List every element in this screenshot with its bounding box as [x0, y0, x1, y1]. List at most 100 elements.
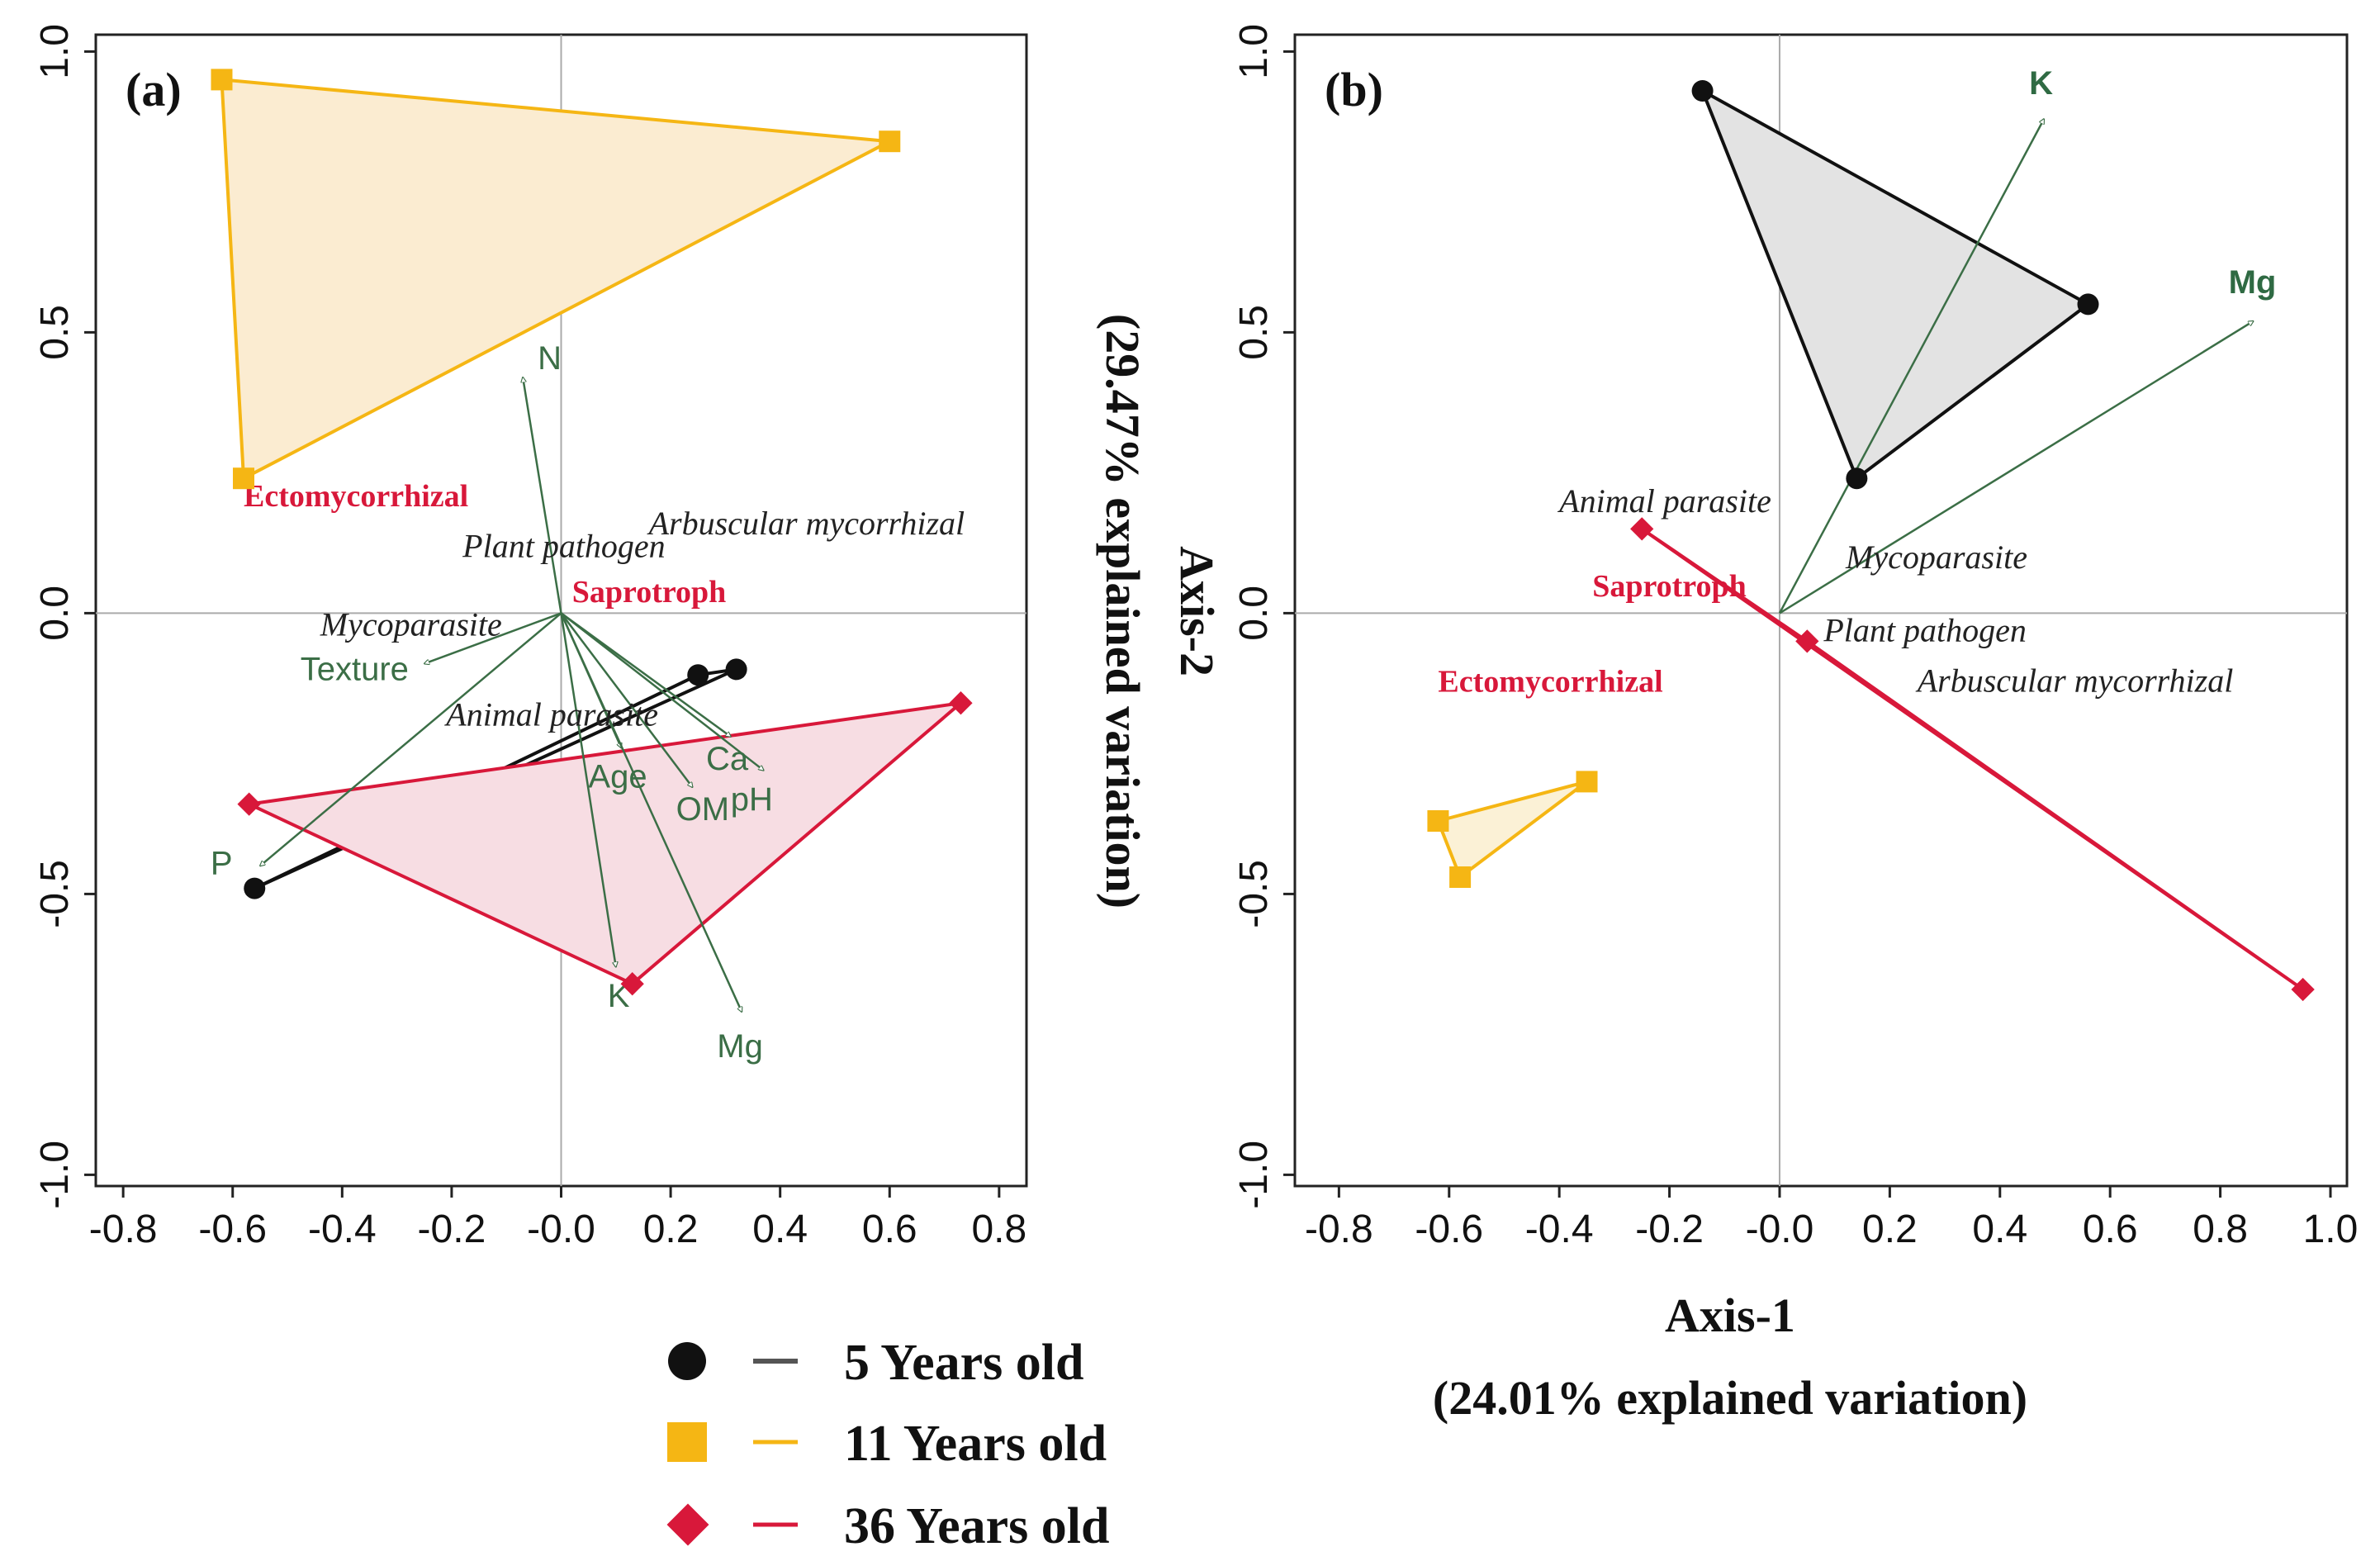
x-tick-label-a: -0.8 [89, 1208, 158, 1251]
vector-ph-a [560, 612, 764, 770]
y-tick-label-a: 0.0 [33, 586, 77, 641]
y-tick-label-a: 0.5 [33, 305, 77, 360]
legend-marker-11-years [667, 1422, 707, 1462]
hull-36-years-old-a [247, 701, 963, 986]
x-tick-label-a: -0.2 [418, 1208, 486, 1251]
y-tick-label-b: 1.0 [1232, 24, 1276, 79]
guild-label-animal-parasite-b: Animal parasite [1557, 482, 1771, 520]
panel-b: -0.8 -0.6 -0.4 -0.2 -0.0 0.2 0.4 0.6 0.8 1.0 -1.0 -… [1232, 24, 2358, 1251]
point-36-years-old-a [620, 972, 644, 996]
point-11-years-old-b [1449, 866, 1472, 888]
point-5-years-old-a [725, 658, 747, 681]
point-5-years-old-a [687, 664, 709, 686]
point-5-years-old-a [244, 877, 266, 899]
x-tick-label-a: -0.4 [308, 1208, 377, 1251]
y-tick-label-b: -1.0 [1232, 1141, 1276, 1209]
point-36-years-old-b [1795, 629, 1819, 653]
point-36-years-old-b [1630, 517, 1654, 541]
vector-texture-a [424, 612, 562, 663]
x-tick-label-a: -0.0 [527, 1208, 595, 1251]
point-11-years-old-b [1427, 810, 1449, 832]
guild-label-plant-pathogen-b: Plant pathogen [1823, 611, 2027, 648]
guild-label-saprotroph-b: Saprotroph [1592, 569, 1747, 604]
x-tick-label-a: 0.8 [971, 1208, 1026, 1251]
x-tick-label-b: 0.4 [1972, 1208, 2027, 1251]
vector-ca-a [560, 612, 732, 737]
x-tick-label-b: 0.8 [2193, 1208, 2248, 1251]
guild-label-plant-pathogen-a: Plant pathogen [462, 527, 666, 564]
point-11-years-old-a [879, 130, 901, 153]
axis1-subtitle: (24.01% explained variation) [1433, 1371, 2027, 1425]
hull-36-years-old-b [1640, 527, 2305, 991]
x-tick-label-b: -0.4 [1525, 1208, 1594, 1251]
y-tick-label-b: -0.5 [1232, 860, 1276, 928]
guild-label-mycoparasite-a: Mycoparasite [320, 606, 502, 643]
vector-label-mg-a: Mg [717, 1028, 763, 1065]
panel-a: -0.8 -0.6 -0.4 -0.2 -0.0 0.2 0.4 0.6 0.8 -1.0 -0.5… [33, 24, 1028, 1251]
guild-label-mycoparasite-b: Mycoparasite [1845, 539, 2027, 576]
vector-n-a [523, 377, 562, 614]
vector-label-n-a: N [538, 340, 562, 377]
x-tick-label-b: 0.6 [2083, 1208, 2138, 1251]
y-tick-label-b: 0.0 [1232, 586, 1276, 641]
y-tick-label-a: -0.5 [33, 860, 77, 928]
legend-label-36-years: 36 Years old [844, 1498, 1109, 1554]
y-tick-label-a: 1.0 [33, 24, 77, 79]
point-11-years-old-a [211, 69, 233, 91]
x-tick-label-a: -0.6 [198, 1208, 267, 1251]
x-tick-label-b: -0.2 [1635, 1208, 1704, 1251]
x-tick-label-a: 0.6 [862, 1208, 917, 1251]
guild-label-animal-parasite-a: Animal parasite [443, 695, 658, 733]
point-36-years-old-b [2291, 977, 2315, 1002]
vector-mg-b [1779, 320, 2254, 614]
vector-p-a [260, 612, 562, 866]
vector-k-b [1778, 119, 2046, 614]
axis2-subtitle: (29.47% explained variation) [1096, 314, 1150, 909]
x-tick-label-b: 0.2 [1862, 1208, 1918, 1251]
axis2-title: Axis-2 [1170, 546, 1224, 676]
hull-11-years-old-b [1436, 780, 1589, 879]
axis1-title: Axis-1 [1665, 1288, 1795, 1342]
vector-k-a [560, 613, 616, 966]
x-tick-label-b: -0.8 [1305, 1208, 1373, 1251]
guild-label-arbuscular-mycorrhizal-b: Arbuscular mycorrhizal [1915, 662, 2234, 700]
x-tick-label-b: -0.0 [1746, 1208, 1814, 1251]
legend-marker-36-years [666, 1503, 709, 1546]
point-5-years-old-b [1846, 467, 1868, 490]
vector-label-mg-b: Mg [2229, 264, 2277, 301]
point-36-years-old-a [237, 792, 261, 816]
vector-mg-a [560, 612, 742, 1012]
x-tick-label-b: 1.0 [2303, 1208, 2359, 1251]
point-11-years-old-b [1576, 771, 1598, 793]
vector-label-p-a: P [211, 845, 233, 881]
point-11-years-old-a [232, 467, 254, 490]
legend-label-5-years: 5 Years old [844, 1335, 1083, 1391]
x-tick-label-a: 0.2 [643, 1208, 699, 1251]
point-36-years-old-a [949, 691, 973, 715]
vector-label-ph-a: pH [731, 781, 773, 818]
guild-label-ectomycorrhizal-b: Ectomycorrhizal [1438, 665, 1662, 700]
guild-label-saprotroph-a: Saprotroph [572, 575, 727, 610]
hull-11-years-old-a [220, 78, 892, 481]
point-5-years-old-b [2077, 293, 2099, 316]
legend-marker-5-years [668, 1342, 706, 1380]
x-tick-label-a: 0.4 [752, 1208, 808, 1251]
vector-label-ca-a: Ca [706, 741, 749, 777]
y-tick-label-a: -1.0 [33, 1141, 77, 1209]
vector-om-a [560, 612, 693, 787]
vector-label-texture-a: Texture [301, 652, 409, 688]
guild-label-ectomycorrhizal-a: Ectomycorrhizal [244, 479, 468, 514]
hull-5-years-old-b [1700, 89, 2090, 481]
vector-label-om-a: OM [676, 791, 729, 828]
panel-tag-b: (b) [1325, 63, 1383, 116]
guild-label-arbuscular-mycorrhizal-a: Arbuscular mycorrhizal [647, 505, 965, 542]
legend: 5 Years old 11 Years old 36 Years old [666, 1335, 1109, 1554]
x-tick-label-b: -0.6 [1415, 1208, 1483, 1251]
legend-label-11-years: 11 Years old [844, 1416, 1107, 1472]
vector-label-k-b: K [2029, 65, 2053, 102]
panel-tag-a: (a) [126, 63, 182, 116]
y-tick-label-b: 0.5 [1232, 305, 1276, 360]
point-5-years-old-b [1691, 80, 1714, 102]
vector-label-age-a: Age [588, 759, 647, 795]
